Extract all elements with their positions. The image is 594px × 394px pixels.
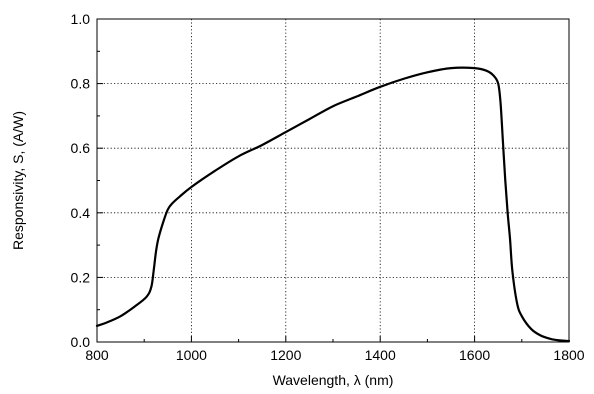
x-tick-label: 1800 [553,347,584,363]
x-tick-label: 1400 [365,347,396,363]
y-tick-label: 0.6 [71,140,91,156]
y-axis-title: Responsivity, S, (A/W) [10,111,26,250]
axis-ticks [96,18,570,343]
tick-labels: 800 1000 1200 1400 1600 1800 0.0 0.2 0.4 0.6 0.8 1.… [71,11,585,363]
x-tick-label: 800 [85,347,109,363]
y-tick-label: 0.2 [71,269,91,285]
y-tick-label: 0.8 [71,76,91,92]
series-layer [95,66,571,343]
plot-background [97,19,569,342]
x-tick-label: 1200 [270,347,301,363]
x-tick-label: 1000 [176,347,207,363]
y-tick-label: 1.0 [71,11,91,27]
y-tick-label: 0.0 [71,334,91,350]
x-axis-title: Wavelength, λ (nm) [273,372,394,388]
grid-lines [97,19,569,342]
responsivity-curve [95,66,571,343]
y-tick-label: 0.4 [71,205,91,221]
x-tick-label: 1600 [459,347,490,363]
